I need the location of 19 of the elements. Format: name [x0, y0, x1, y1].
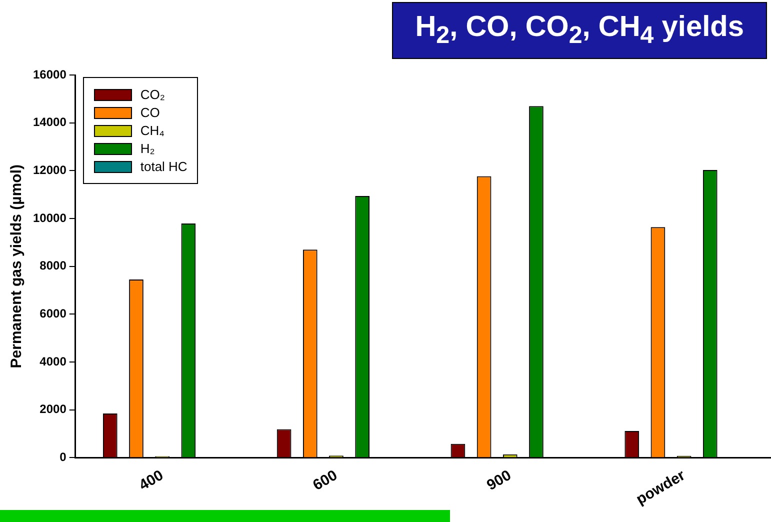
y-tick-label: 10000: [32, 210, 67, 225]
y-tick-label: 0: [60, 450, 67, 464]
legend-label: H₂: [140, 141, 155, 156]
x-tick-label: 600: [310, 466, 340, 494]
legend-label: CH₄: [140, 123, 164, 138]
y-tick-label: 2000: [40, 402, 67, 416]
y-axis-title: Permanent gas yields (µmol): [8, 164, 26, 368]
legend-label: CO₂: [140, 87, 165, 102]
x-tick-label: 400: [136, 466, 166, 494]
x-tick-label: 900: [484, 466, 514, 494]
y-tick-label: 14000: [32, 115, 67, 130]
y-tick-label: 12000: [32, 163, 67, 177]
chart-title: H$_{2}$, CO, CO$_{2}$, CH$_{4}$ yields: [392, 2, 767, 59]
legend-label: total HC: [140, 159, 188, 174]
y-tick-label: 4000: [40, 354, 67, 368]
y-tick-label: 16000: [32, 67, 67, 82]
y-tick-label: 6000: [40, 306, 67, 321]
legend-label: CO: [140, 105, 160, 120]
y-tick-label: 8000: [40, 258, 67, 273]
